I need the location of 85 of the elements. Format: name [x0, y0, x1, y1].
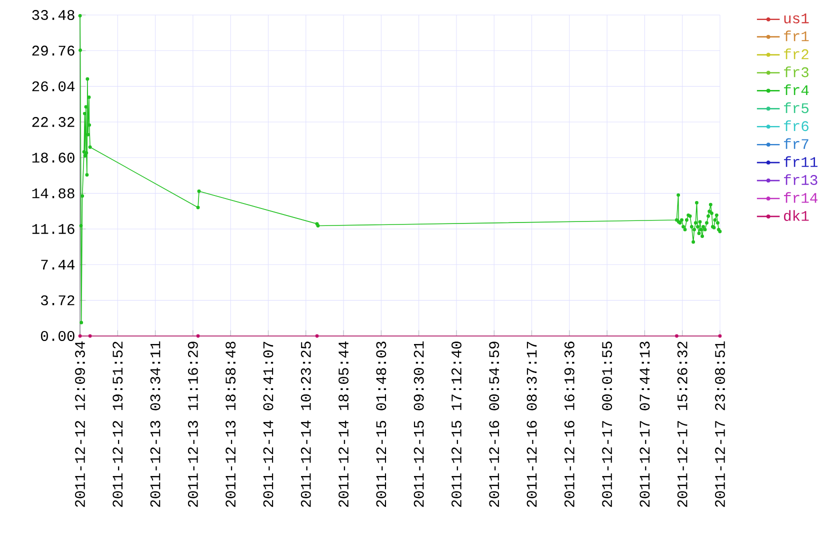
- y-tick-label: 22.32: [32, 117, 74, 127]
- y-tick-label: 26.04: [32, 81, 75, 92]
- legend-label: fr13: [784, 174, 818, 185]
- point: [700, 234, 704, 238]
- x-tick-label: 2011-12-12 12:09:34: [75, 341, 85, 507]
- x-tick-label: 2011-12-15 01:48:03: [376, 342, 386, 507]
- point: [80, 320, 84, 324]
- y-tick-label: 0.00: [40, 331, 74, 341]
- point: [706, 214, 710, 218]
- point: [80, 194, 84, 198]
- legend-label: fr5: [784, 102, 808, 114]
- point: [315, 334, 319, 338]
- point: [702, 224, 706, 228]
- point: [694, 221, 698, 225]
- point: [83, 154, 87, 158]
- y-tick-label: 7.44: [41, 260, 75, 270]
- y-tick-label: 11.16: [32, 224, 74, 234]
- x-tick-label: 2011-12-12 19:51:52: [112, 342, 123, 507]
- point: [694, 200, 698, 204]
- x-tick-label: 2011-12-17 07:44:13: [640, 342, 650, 507]
- point: [196, 206, 200, 210]
- point: [86, 132, 90, 136]
- legend-label: fr11: [784, 156, 818, 167]
- x-tick-label: 2011-12-14 10:23:25: [300, 342, 311, 507]
- point: [713, 218, 717, 222]
- point: [78, 48, 82, 52]
- point: [716, 221, 720, 225]
- point: [703, 228, 707, 232]
- point: [676, 193, 680, 197]
- point: [714, 213, 718, 217]
- legend-label: fr1: [784, 30, 809, 42]
- point: [84, 151, 88, 155]
- legend-label: fr6: [784, 120, 808, 132]
- point: [88, 334, 92, 338]
- x-tick-label: 2011-12-13 03:34:11: [150, 341, 160, 507]
- x-tick-label: 2011-12-15 09:30:21: [414, 341, 424, 507]
- point: [696, 224, 700, 228]
- point: [718, 334, 722, 338]
- point: [88, 145, 92, 149]
- legend-label: fr7: [784, 138, 808, 149]
- legend-label: fr14: [784, 192, 818, 203]
- x-tick-label: 2011-12-16 08:37:17: [526, 342, 537, 507]
- x-tick-label: 2011-12-17 23:08:51: [715, 341, 725, 507]
- point: [705, 221, 708, 225]
- y-tick-label: 14.88: [32, 188, 74, 198]
- y-tick-label: 3.72: [41, 295, 74, 306]
- point: [86, 77, 90, 81]
- point: [197, 189, 201, 193]
- x-tick-label: 2011-12-16 00:54:59: [489, 342, 500, 507]
- point: [78, 14, 82, 18]
- point: [79, 224, 83, 228]
- x-tick-label: 2011-12-13 11:16:29: [188, 342, 198, 507]
- point: [698, 220, 702, 224]
- point: [708, 210, 712, 214]
- x-tick-label: 2011-12-14 02:41:07: [263, 342, 274, 507]
- point: [196, 334, 200, 338]
- point: [674, 334, 678, 338]
- point: [692, 240, 696, 244]
- point: [699, 228, 703, 232]
- x-tick-label: 2011-12-17 00:01:55: [602, 342, 612, 507]
- point: [78, 334, 82, 338]
- point: [692, 228, 696, 232]
- x-tick-label: 2011-12-15 17:12:40: [452, 342, 462, 507]
- point: [684, 218, 688, 222]
- point: [697, 232, 701, 236]
- point: [682, 224, 686, 228]
- point: [708, 202, 712, 206]
- legend-label: us1: [784, 14, 809, 24]
- point: [85, 173, 89, 177]
- x-tick-label: 2011-12-17 15:26:32: [677, 342, 688, 507]
- point: [690, 224, 694, 228]
- x-tick-label: 2011-12-13 18:58:48: [226, 342, 236, 507]
- legend-label: fr2: [784, 48, 808, 60]
- point: [683, 228, 687, 232]
- x-tick-label: 2011-12-14 18:05:44: [338, 341, 349, 507]
- point: [82, 112, 86, 116]
- y-tick-label: 29.76: [32, 46, 74, 56]
- y-tick-label: 33.48: [32, 10, 74, 20]
- legend-label: dk1: [784, 210, 809, 221]
- y-tick-label: 18.60: [32, 152, 74, 163]
- x-tick-label: 2011-12-16 16:19:36: [564, 342, 574, 507]
- point: [680, 218, 684, 222]
- legend-label: fr4: [784, 84, 809, 96]
- point: [710, 212, 714, 215]
- legend-label: fr3: [784, 66, 808, 78]
